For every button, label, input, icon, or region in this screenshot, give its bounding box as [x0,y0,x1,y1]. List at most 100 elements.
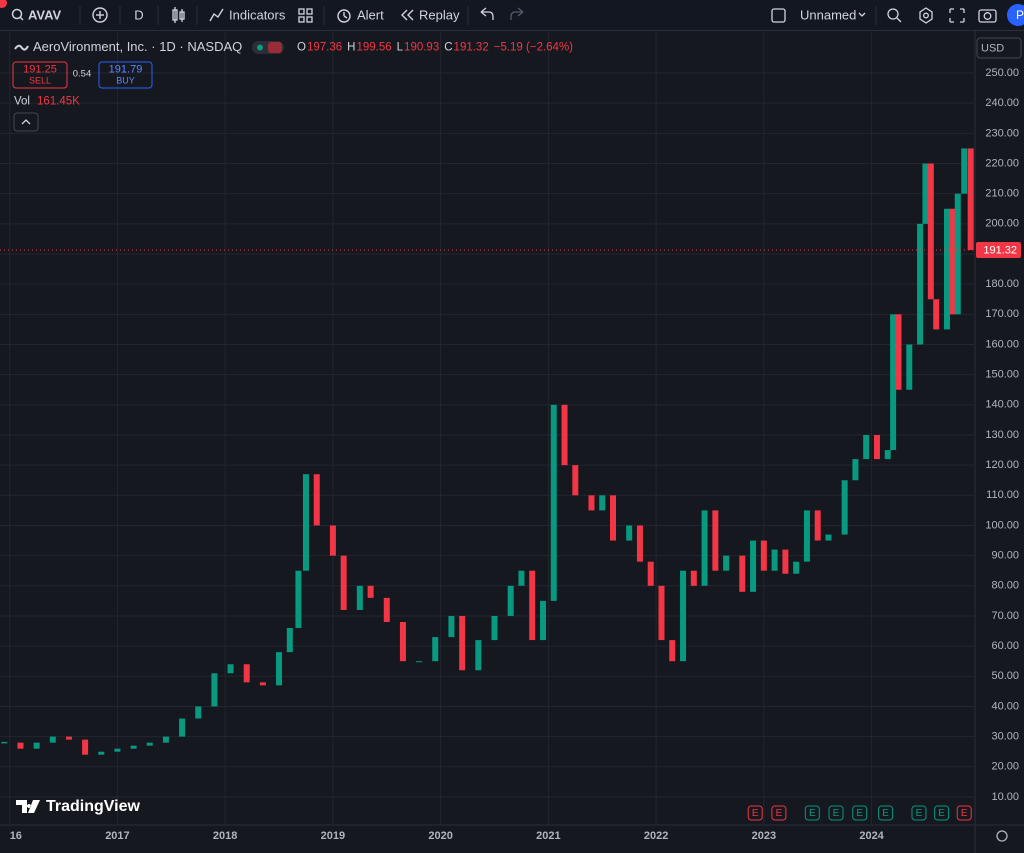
close-tag [268,42,282,53]
earnings-marker[interactable] [878,805,894,821]
candle [884,450,891,460]
candle [313,474,320,526]
ohlc-value: 199.56 [356,42,391,54]
layout-checkbox[interactable] [771,8,786,23]
candle [227,664,234,674]
collapse-button[interactable] [13,112,39,132]
y-tick-label: 140.00 [985,399,1019,411]
indicators-button[interactable]: Indicators [209,7,286,22]
y-tick-label: 30.00 [991,731,1019,743]
candle [367,585,374,598]
y-tick-label: 210.00 [985,188,1019,200]
candle [399,621,406,662]
user-initial[interactable]: P [1016,8,1024,22]
settings-button[interactable] [919,7,933,24]
volume-label: Vol [14,96,30,108]
ohlc-value: 190.93 [404,42,439,54]
candle [750,540,757,592]
earnings-marker[interactable] [747,805,763,821]
y-tick-label: 20.00 [991,761,1019,773]
y-tick-label: 220.00 [985,157,1019,169]
time-axis-settings[interactable] [996,830,1008,842]
earnings-label: E [882,808,889,819]
candle [329,525,336,556]
currency[interactable]: USD [981,42,1004,54]
undo-button[interactable] [480,7,494,20]
buy-button[interactable] [98,61,153,89]
earnings-marker[interactable] [911,805,927,821]
earnings-marker[interactable] [934,805,950,821]
candle [949,208,956,315]
candle [539,600,546,641]
candle [943,208,950,330]
candle [550,404,557,601]
x-tick-label: 2018 [213,830,237,842]
candle [162,736,169,743]
layout-menu[interactable] [858,12,866,17]
layouts-button[interactable] [298,8,313,23]
earnings-label: E [752,808,759,819]
candle [17,742,24,749]
currency-button[interactable] [976,37,1022,59]
candle [841,480,848,535]
candle [680,570,687,662]
earnings-marker[interactable] [828,805,844,821]
candle [647,561,654,586]
compare-button[interactable] [92,7,108,23]
candle [863,434,870,460]
y-tick-label: 120.00 [985,459,1019,471]
earnings-marker[interactable] [771,805,787,821]
candle [65,736,72,740]
x-tick-label: 2022 [644,830,668,842]
earnings-marker[interactable] [852,805,868,821]
replay-label[interactable]: Replay [419,7,460,22]
ohlc-value: 191.32 [454,42,489,54]
x-tick-label: 16 [10,830,22,842]
candle [276,652,283,686]
earnings-label: E [916,808,923,819]
y-tick-label: 200.00 [985,218,1019,230]
symbol-search[interactable]: AVAV [11,7,62,22]
y-tick-label: 180.00 [985,278,1019,290]
candle [243,664,250,683]
symbol[interactable]: AVAV [28,7,62,22]
candle [701,510,708,586]
fullscreen-button[interactable] [949,8,965,23]
candle [286,628,293,653]
indicators-label[interactable]: Indicators [229,7,286,22]
candle [416,661,423,663]
layout-name[interactable]: Unnamed [800,7,856,22]
brand-name: TradingView [46,798,141,815]
candle [340,555,347,610]
candle [967,148,974,251]
candle [475,640,482,671]
chart-type-button[interactable] [172,7,185,23]
candle [599,495,606,511]
candle [302,474,309,571]
sell-button[interactable] [12,61,68,89]
candle [723,555,730,571]
earnings-marker[interactable] [956,805,972,821]
candle [895,314,902,390]
earnings-marker[interactable] [804,805,820,821]
user-avatar[interactable] [1007,4,1024,26]
candle [491,615,498,641]
candle [927,163,934,300]
candle [782,549,789,574]
quick-search[interactable] [887,8,902,23]
y-tick-label: 170.00 [985,308,1019,320]
redo-button[interactable] [510,7,524,20]
symbol-logo [14,44,29,51]
candle [760,540,767,571]
candle [873,434,880,460]
interval[interactable]: D [134,7,143,22]
sell-label: SELL [29,75,51,85]
replay-button[interactable]: Replay [401,7,460,22]
x-tick-label: 2019 [321,830,345,842]
candle [529,570,536,641]
alert-label[interactable]: Alert [357,7,384,22]
screenshot-button[interactable] [978,9,997,23]
candle [33,742,40,749]
candle [82,739,89,755]
alert-button[interactable]: Alert [337,7,384,23]
